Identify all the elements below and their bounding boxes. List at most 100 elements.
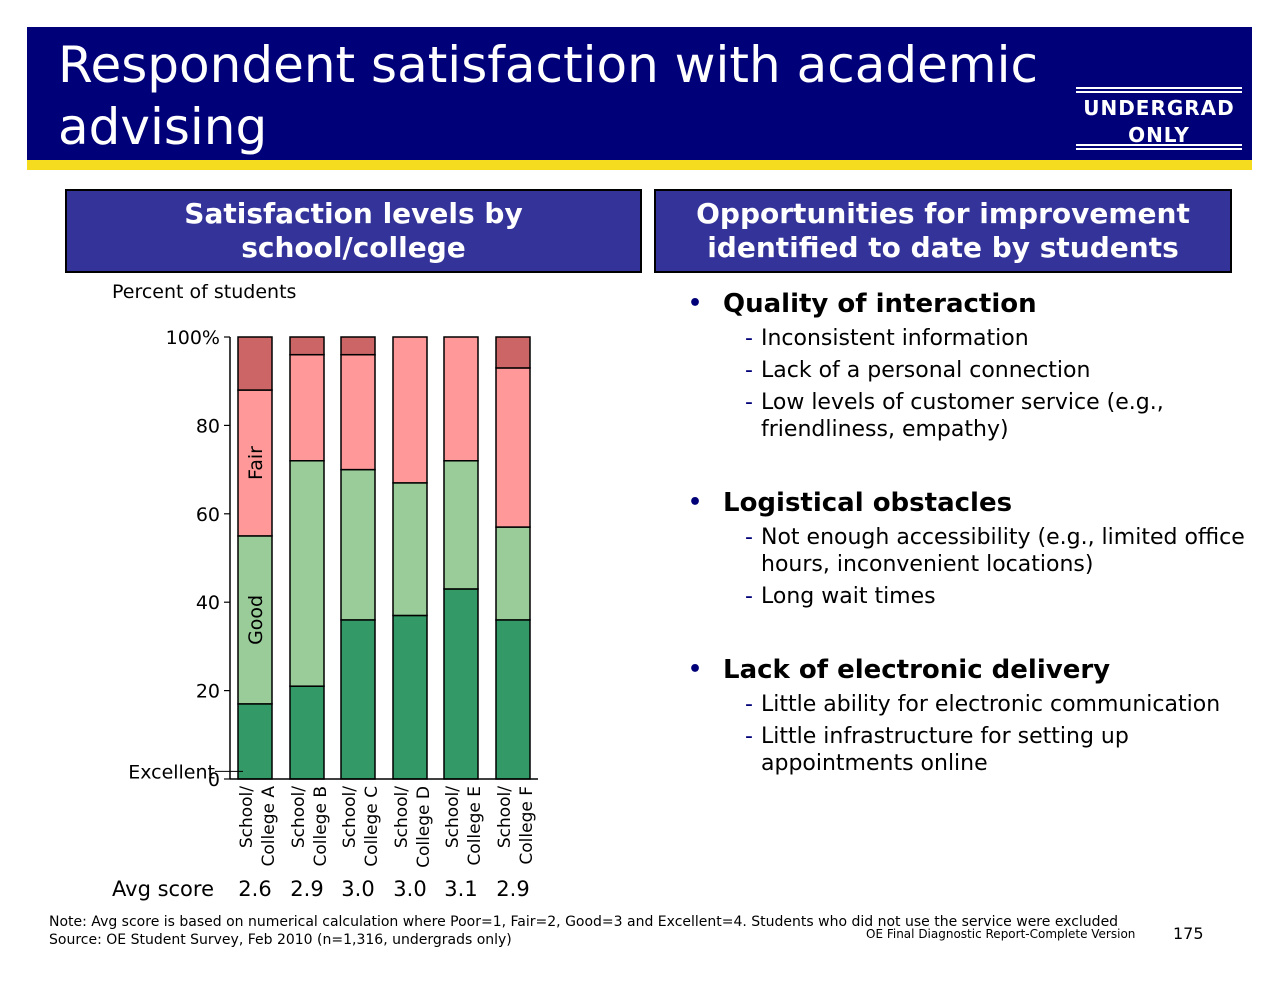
footnote: Note: Avg score is based on numerical ca… (49, 913, 1118, 949)
bar-poor-6 (495, 336, 531, 369)
x-tick-label-3-2: College C (362, 786, 382, 867)
series-label-excellent: Excellent (128, 761, 215, 783)
improvement-heading: • Logistical obstacles (688, 487, 1248, 519)
badge-rule-bottom-1 (1076, 144, 1242, 146)
bullet-icon: • (688, 291, 703, 316)
bar-good-1 (237, 535, 273, 705)
improvement-group: • Logistical obstacles - Not enough accessi… (688, 487, 1248, 610)
y-tick-label-20: 20 (196, 681, 220, 703)
improvement-item-text: Inconsistent information (761, 326, 1029, 351)
bar-poor-1 (237, 336, 273, 391)
left-panel-title-line2: school/college (241, 231, 466, 264)
y-tick-label-0: 0 (208, 769, 220, 791)
bar-excellent-6 (495, 619, 531, 780)
x-tick-label-1-2: College A (259, 786, 279, 867)
bar-excellent-5 (443, 588, 479, 780)
improvement-item-text: Little infrastructure for setting up app… (761, 724, 1129, 776)
chart-svg: 0 20 40 60 80 100% Good Fair Excellent School/Col… (128, 327, 538, 868)
x-tick-label-3-1: School/ (340, 786, 360, 848)
report-name: OE Final Diagnostic Report-Complete Vers… (866, 927, 1136, 941)
title-banner (27, 27, 1252, 160)
bar-fair-4 (392, 336, 428, 484)
bar-excellent-3 (340, 619, 376, 780)
y-tick-label-40: 40 (196, 592, 220, 614)
page-title-line2: advising (58, 98, 268, 156)
undergrad-only-badge: UNDERGRAD ONLY (1076, 87, 1242, 150)
bar-poor-3 (340, 336, 376, 356)
avg-score-label: Avg score (112, 877, 214, 901)
chart-y-axis-label: Percent of students (112, 281, 297, 303)
y-tick-label-60: 60 (196, 504, 220, 526)
improvement-heading: • Lack of electronic delivery (688, 654, 1248, 686)
right-panel-title-line1: Opportunities for improvement (696, 197, 1190, 230)
x-tick-label-4-2: College D (414, 786, 434, 868)
page-title: Respondent satisfaction with academic ad… (58, 34, 1068, 158)
badge-line2: ONLY (1128, 123, 1190, 147)
avg-score-value: 2.9 (290, 877, 324, 901)
improvement-item: - Little ability for electronic communica… (688, 691, 1248, 718)
y-tick-label-100: 100% (166, 327, 220, 349)
avg-score-value: 3.0 (341, 877, 375, 901)
bar-good-4 (392, 482, 428, 617)
bar-poor-2 (289, 336, 325, 356)
bar-fair-6 (495, 367, 531, 528)
y-tick-label-80: 80 (196, 415, 220, 437)
series-label-fair: Fair (245, 446, 267, 480)
badge-line1: UNDERGRAD (1083, 96, 1235, 120)
right-panel-title: Opportunities for improvement identified… (654, 189, 1232, 273)
bar-good-2 (289, 460, 325, 687)
badge-rule-bottom-2 (1076, 148, 1242, 150)
bar-good-3 (340, 468, 376, 621)
improvement-heading-text: Lack of electronic delivery (723, 655, 1111, 685)
bar-good-6 (495, 526, 531, 621)
improvement-item: - Lack of a personal connection (688, 357, 1248, 384)
bar-excellent-4 (392, 614, 428, 780)
left-panel-title: Satisfaction levels by school/college (65, 189, 642, 273)
satisfaction-chart: Percent of students 0 20 40 60 80 100% Good Fai… (112, 281, 538, 901)
right-panel-title-line2: identified to date by students (707, 231, 1179, 264)
improvement-item-text: Long wait times (761, 584, 936, 609)
improvement-item: - Long wait times (688, 583, 1248, 610)
improvement-item: - Little infrastructure for setting up ap… (688, 723, 1248, 777)
improvement-item-text: Little ability for electronic communicat… (761, 692, 1221, 717)
footnote-note: Note: Avg score is based on numerical ca… (49, 914, 1119, 930)
x-tick-label-4-1: School/ (392, 786, 412, 848)
x-tick-label-5-2: College E (465, 786, 485, 866)
bar-fair-1 (237, 389, 273, 537)
dash-icon: - (745, 724, 753, 749)
dash-icon: - (745, 584, 753, 609)
x-tick-label-2-1: School/ (289, 786, 309, 848)
improvement-item: - Low levels of customer service (e.g., f… (688, 389, 1248, 443)
bullet-icon: • (688, 657, 703, 682)
badge-text: UNDERGRAD ONLY (1076, 95, 1242, 149)
x-tick-label-6-2: College F (517, 786, 537, 865)
avg-score-value: 2.6 (238, 877, 272, 901)
bar-good-5 (443, 460, 479, 590)
improvement-group: • Lack of electronic delivery - Little abil… (688, 654, 1248, 777)
footnote-source: Source: OE Student Survey, Feb 2010 (n=1… (49, 932, 512, 948)
improvement-item-text: Low levels of customer service (e.g., fr… (761, 390, 1164, 442)
avg-score-value: 2.9 (496, 877, 530, 901)
bar-fair-2 (289, 353, 325, 462)
avg-score-value: 3.0 (393, 877, 427, 901)
bar-excellent-1 (237, 703, 273, 780)
improvement-heading-text: Logistical obstacles (723, 488, 1013, 518)
improvement-item-text: Not enough accessibility (e.g., limited … (761, 525, 1245, 577)
x-tick-label-6-1: School/ (495, 786, 515, 848)
improvement-item: - Not enough accessibility (e.g., limited… (688, 524, 1248, 578)
badge-rule-top-2 (1076, 91, 1242, 93)
bar-fair-5 (443, 336, 479, 462)
bar-fair-3 (340, 353, 376, 471)
title-banner-stripe (27, 160, 1252, 170)
left-panel-title-line1: Satisfaction levels by (184, 197, 523, 230)
page-title-line1: Respondent satisfaction with academic (58, 36, 1038, 94)
badge-rule-top-1 (1076, 87, 1242, 89)
dash-icon: - (745, 525, 753, 550)
improvement-heading-text: Quality of interaction (723, 289, 1037, 319)
bar-excellent-2 (289, 685, 325, 780)
improvement-list: • Quality of interaction - Inconsistent inf… (688, 288, 1248, 777)
x-tick-label-2-2: College B (311, 786, 331, 867)
improvement-heading: • Quality of interaction (688, 288, 1248, 320)
avg-score-value: 3.1 (444, 877, 478, 901)
dash-icon: - (745, 326, 753, 351)
